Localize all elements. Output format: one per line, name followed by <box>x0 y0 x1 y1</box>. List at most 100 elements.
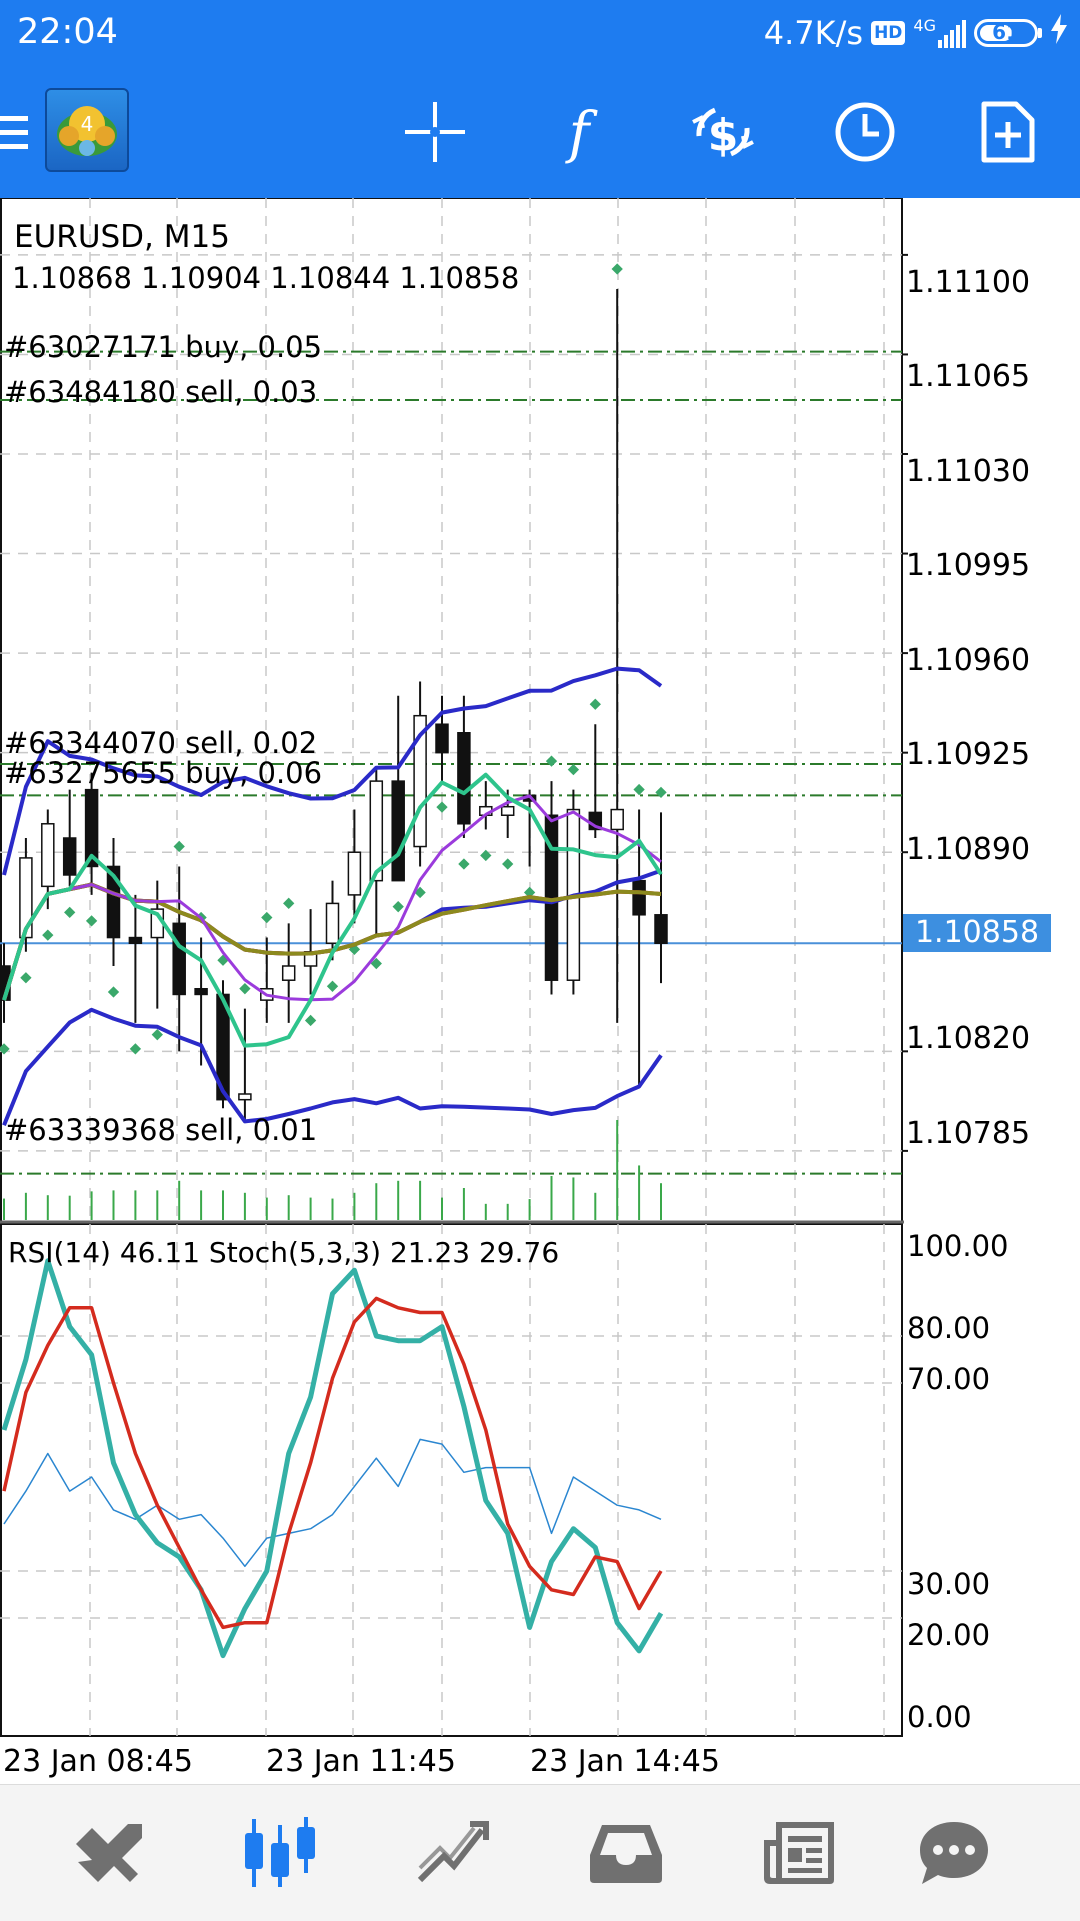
chart-tab[interactable] <box>230 1813 330 1893</box>
candle-body <box>435 723 449 754</box>
sar-dot <box>436 801 448 813</box>
sar-dot <box>480 849 492 862</box>
sar-dot <box>589 698 601 710</box>
sar-dot <box>655 786 667 799</box>
app-logo[interactable]: 4 <box>45 88 129 172</box>
hd-icon: HD <box>871 21 906 45</box>
charging-icon <box>1050 14 1068 52</box>
trade-tab-icon <box>417 1821 489 1883</box>
status-bar: 22:04 4.7K/s HD 4G 61 <box>0 0 1080 66</box>
sar-dot <box>304 1014 317 1027</box>
indicators-icon[interactable]: f <box>537 90 621 174</box>
candle-body <box>238 1093 252 1101</box>
indicator-level-label: 100.00 <box>907 1229 1009 1263</box>
candle-body <box>325 902 340 944</box>
quotes-tab[interactable] <box>58 1813 158 1893</box>
sar-dot <box>261 911 273 924</box>
candle-body <box>281 965 296 981</box>
messages-icon <box>920 1822 988 1884</box>
history-icon <box>590 1825 662 1883</box>
svg-text:f: f <box>565 101 599 164</box>
battery-icon: 61 <box>974 19 1042 47</box>
app-logo-number: 4 <box>81 112 94 136</box>
sar-dot <box>370 957 382 970</box>
candle-body <box>369 780 384 882</box>
timeframe-icon[interactable] <box>823 90 907 174</box>
order-label[interactable]: #63275655 buy, 0.06 <box>4 756 323 790</box>
indicator-level-label: 30.00 <box>907 1567 991 1601</box>
indicator-label: RSI(14) 46.11 Stoch(5,3,3) 21.23 29.76 <box>8 1236 560 1269</box>
indicator-level-label: 0.00 <box>907 1700 972 1734</box>
price-tick-label: 1.10960 <box>906 643 1031 678</box>
candle-body <box>41 823 55 888</box>
order-label[interactable]: #63484180 sell, 0.03 <box>4 375 318 409</box>
sar-dot <box>64 906 76 919</box>
status-time: 22:04 <box>17 12 118 52</box>
candle-body <box>62 837 77 876</box>
trade-tab[interactable] <box>402 1813 502 1893</box>
order-label[interactable]: #63344070 sell, 0.02 <box>4 726 318 760</box>
indicator-level-label: 80.00 <box>907 1311 991 1345</box>
price-tick-label: 1.10925 <box>906 737 1031 772</box>
indicator-level-label: 20.00 <box>907 1618 991 1652</box>
menu-icon[interactable] <box>0 116 28 150</box>
sar-dot <box>545 755 558 767</box>
signal-icon: 4G <box>913 18 966 48</box>
order-label[interactable]: #63027171 buy, 0.05 <box>4 330 323 364</box>
price-tick-label: 1.11065 <box>906 359 1031 394</box>
candle-body <box>347 851 362 896</box>
candle-body <box>84 788 99 868</box>
stoch-signal-line <box>2 1296 663 1630</box>
new-order-icon[interactable] <box>966 90 1050 174</box>
sar-dot <box>151 1029 163 1041</box>
bollinger-lower-line <box>2 1007 663 1127</box>
candle-body <box>500 805 515 816</box>
sar-dot <box>129 1043 142 1055</box>
candle-body <box>19 857 33 939</box>
indicator-frame <box>0 1223 903 1737</box>
sar-dot <box>173 840 185 853</box>
price-tick-label: 1.10995 <box>906 548 1031 583</box>
toolbar: 4 f $ <box>0 66 1080 198</box>
sar-dot <box>20 972 32 984</box>
sar-dot <box>107 986 120 998</box>
sar-dot <box>611 263 623 275</box>
network-speed: 4.7K/s <box>763 14 864 52</box>
sar-dot <box>392 901 404 913</box>
sar-dot <box>42 929 54 941</box>
messages-tab[interactable] <box>904 1813 1004 1893</box>
price-chart[interactable] <box>0 198 1080 1782</box>
sar-dot <box>85 915 98 927</box>
current-price-tag: 1.10858 <box>903 914 1051 952</box>
quotes-icon <box>76 1824 142 1882</box>
ma-fast-line <box>2 772 663 1048</box>
candle-body <box>632 879 646 916</box>
price-tick-label: 1.10785 <box>906 1116 1031 1151</box>
ma-purple-line <box>2 794 662 1002</box>
sar-dot <box>326 980 339 992</box>
price-tick-label: 1.11100 <box>906 265 1031 300</box>
candle-body <box>128 936 143 944</box>
bollinger-upper-line <box>2 666 663 876</box>
battery-level: 61 <box>992 20 1020 44</box>
sar-dot <box>633 783 645 796</box>
candle-body <box>654 914 668 944</box>
chart-area[interactable]: EURUSD, M15 1.10868 1.10904 1.10844 1.10… <box>0 198 1080 1782</box>
crosshair-icon[interactable] <box>393 90 477 174</box>
chart-icon <box>245 1817 315 1887</box>
candle-body <box>106 865 121 939</box>
status-indicators: 4.7K/s HD 4G 61 <box>764 10 1068 56</box>
history-tab[interactable] <box>576 1813 676 1893</box>
sar-dot <box>239 983 251 995</box>
stoch-main-line <box>1 1258 664 1659</box>
price-tick-label: 1.11030 <box>906 454 1031 489</box>
trade-icon[interactable]: $ <box>681 90 765 174</box>
candle-body <box>172 922 186 996</box>
price-tick-label: 1.10890 <box>906 832 1031 867</box>
news-icon <box>764 1822 834 1884</box>
time-axis-label: 23 Jan 08:45 <box>3 1744 193 1779</box>
news-tab[interactable] <box>750 1813 850 1893</box>
indicator-level-label: 70.00 <box>907 1362 991 1396</box>
chart-symbol: EURUSD, M15 <box>14 219 230 255</box>
order-label[interactable]: #63339368 sell, 0.01 <box>4 1113 318 1147</box>
